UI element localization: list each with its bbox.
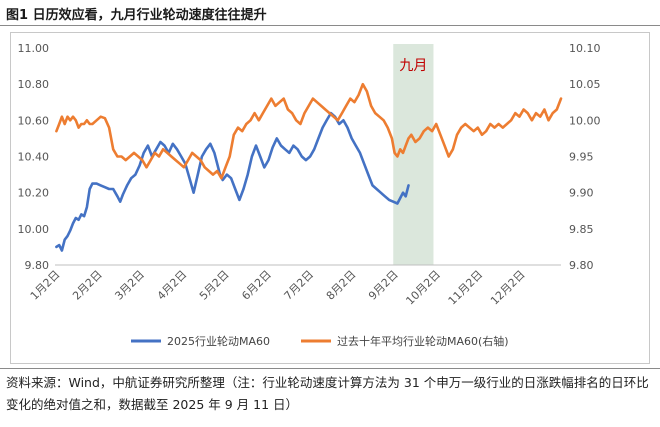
highlight-label: 九月 bbox=[399, 58, 427, 74]
x-tick-1: 2月2日 bbox=[70, 268, 105, 303]
x-tick-3: 4月2日 bbox=[155, 268, 190, 303]
x-tick-0: 1月2日 bbox=[28, 268, 63, 303]
y-left-tick-1: 10.00 bbox=[18, 223, 50, 236]
y-left-tick-6: 11.00 bbox=[18, 42, 50, 55]
legend-avg-label: 过去十年平均行业轮动MA60(右轴) bbox=[337, 334, 509, 348]
y-right-tick-3: 9.95 bbox=[569, 151, 594, 164]
y-left-tick-3: 10.40 bbox=[18, 151, 50, 164]
y-left-tick-2: 10.20 bbox=[18, 187, 50, 200]
y-right-tick-4: 10.00 bbox=[569, 114, 601, 127]
y-right-tick-6: 10.10 bbox=[569, 42, 601, 55]
x-tick-10: 11月2日 bbox=[446, 268, 486, 308]
series-line-0 bbox=[55, 111, 410, 252]
highlight-band bbox=[393, 44, 434, 265]
y-left-tick-4: 10.60 bbox=[18, 114, 50, 127]
y-left-tick-0: 9.80 bbox=[25, 259, 50, 272]
x-tick-11: 12月2日 bbox=[488, 268, 528, 308]
bottom-rule bbox=[0, 368, 660, 369]
y-left-tick-5: 10.80 bbox=[18, 78, 50, 91]
x-tick-6: 7月2日 bbox=[282, 268, 317, 303]
x-tick-9: 10月2日 bbox=[403, 268, 443, 308]
y-right-tick-0: 9.80 bbox=[569, 259, 594, 272]
x-tick-2: 3月2日 bbox=[112, 268, 147, 303]
y-right-tick-1: 9.85 bbox=[569, 223, 594, 236]
x-tick-8: 9月2日 bbox=[366, 268, 401, 303]
x-tick-5: 6月2日 bbox=[239, 268, 274, 303]
x-tick-4: 5月2日 bbox=[197, 268, 232, 303]
figure-title-bar: 图1 日历效应看，九月行业轮动速度往往提升 bbox=[0, 0, 660, 26]
chart-frame: 九月 9.80 10.00 10.20 10.40 10.60 10.80 11.00 9.80… bbox=[10, 32, 650, 364]
figure-title: 图1 日历效应看，九月行业轮动速度往往提升 bbox=[6, 8, 267, 23]
source-note: 资料来源：Wind，中航证券研究所整理（注：行业轮动速度计算方法为 31 个申万… bbox=[6, 375, 649, 412]
x-tick-7: 8月2日 bbox=[324, 268, 359, 303]
line-chart: 九月 9.80 10.00 10.20 10.40 10.60 10.80 11.00 9.80… bbox=[18, 42, 601, 348]
y-right-tick-2: 9.90 bbox=[569, 187, 594, 200]
y-right-tick-5: 10.05 bbox=[569, 78, 601, 91]
legend-2025-label: 2025行业轮动MA60 bbox=[167, 334, 270, 348]
series-line-1 bbox=[55, 82, 563, 180]
